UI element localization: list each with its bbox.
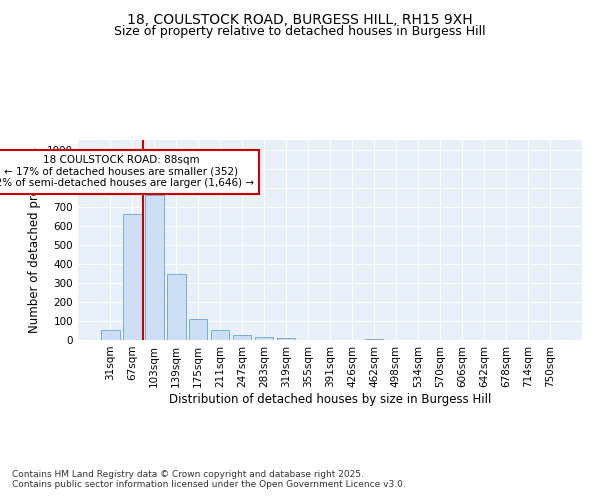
Text: Contains HM Land Registry data © Crown copyright and database right 2025.
Contai: Contains HM Land Registry data © Crown c… [12, 470, 406, 490]
Text: 18 COULSTOCK ROAD: 88sqm
← 17% of detached houses are smaller (352)
82% of semi-: 18 COULSTOCK ROAD: 88sqm ← 17% of detach… [0, 155, 254, 188]
Bar [145, 195, 164, 340]
Bar [101, 330, 119, 340]
Bar [189, 319, 208, 340]
Bar [255, 336, 274, 340]
Bar [123, 214, 142, 340]
Text: 18, COULSTOCK ROAD, BURGESS HILL, RH15 9XH: 18, COULSTOCK ROAD, BURGESS HILL, RH15 9… [127, 12, 473, 26]
Text: Size of property relative to detached houses in Burgess Hill: Size of property relative to detached ho… [114, 25, 486, 38]
Bar [167, 274, 185, 340]
Bar [211, 330, 229, 340]
Y-axis label: Number of detached properties: Number of detached properties [28, 147, 41, 333]
Bar [365, 339, 383, 340]
Bar [233, 335, 251, 340]
X-axis label: Distribution of detached houses by size in Burgess Hill: Distribution of detached houses by size … [169, 392, 491, 406]
Bar [277, 338, 295, 340]
